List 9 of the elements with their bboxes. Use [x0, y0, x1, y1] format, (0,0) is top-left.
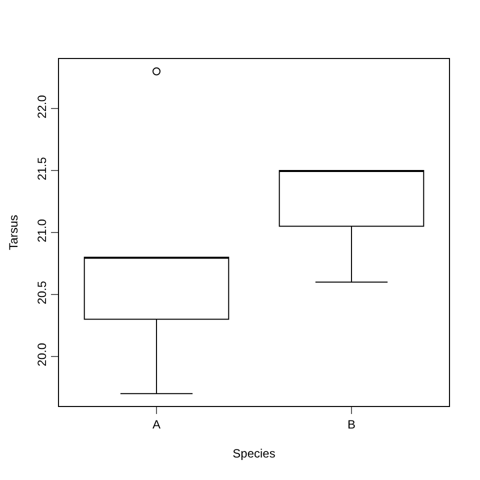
x-tick-label: B: [347, 417, 356, 432]
x-axis-title: Species: [232, 446, 276, 460]
y-tick-label: 22.0: [35, 94, 50, 118]
x-tick-label: A: [152, 417, 161, 432]
y-axis-title: Tarsus: [6, 214, 20, 250]
y-tick-label: 20.5: [35, 280, 50, 304]
y-tick-label: 21.0: [35, 218, 50, 242]
y-tick-label: 21.5: [35, 156, 50, 180]
y-tick-label: 20.0: [35, 342, 50, 366]
